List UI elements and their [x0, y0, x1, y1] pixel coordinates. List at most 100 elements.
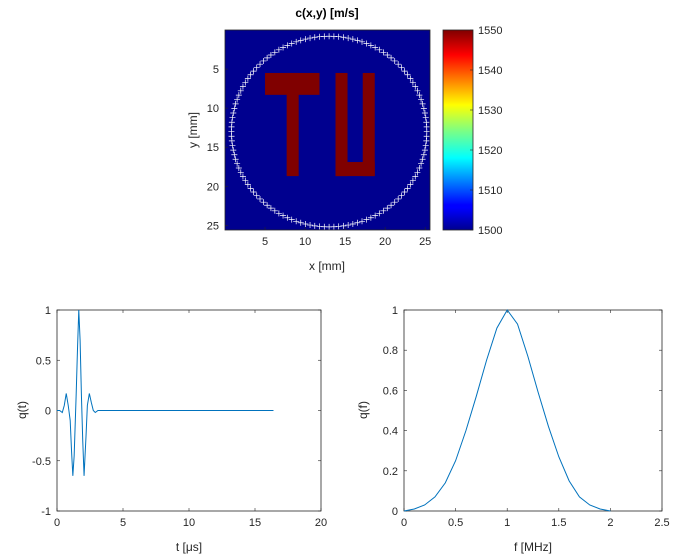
sensor-marker: [242, 79, 249, 86]
colorbar-gradient: [442, 29, 474, 231]
sensor-marker: [423, 133, 430, 140]
colorbar-tick-label: 1500: [478, 225, 502, 237]
sensor-marker: [354, 37, 361, 44]
letter-block: [335, 162, 375, 177]
sensor-marker: [234, 96, 241, 103]
sensor-marker: [359, 38, 366, 45]
sensor-marker: [229, 114, 236, 121]
sensor-marker: [257, 61, 264, 68]
pulse-y-tick-label: -0.5: [32, 456, 51, 468]
heatmap-x-tick-label: 10: [299, 236, 311, 248]
sensor-marker: [297, 37, 304, 44]
sensor-marker: [271, 49, 278, 56]
sensor-marker: [409, 79, 416, 86]
colorbar-tick-label: 1520: [478, 145, 502, 157]
sensor-marker: [335, 33, 342, 40]
sensor-marker: [232, 156, 239, 163]
sensor-marker: [395, 195, 402, 202]
colorbar-tick-label: 1540: [478, 65, 502, 77]
colorbar: 1500 1510 1520 1530 1540 1550: [442, 25, 502, 237]
sensor-marker: [404, 71, 411, 78]
sensor-marker: [239, 173, 246, 180]
sensor-marker: [231, 105, 238, 112]
sensor-marker: [391, 57, 398, 64]
sensor-ring: [228, 33, 430, 230]
spectrum-y-tick-label: 0.6: [383, 385, 398, 397]
sensor-marker: [391, 199, 398, 206]
spectrum-y-tick-label: 0.8: [383, 345, 398, 357]
sensor-marker: [302, 221, 309, 228]
sensor-marker: [376, 210, 383, 217]
sensor-marker: [354, 219, 361, 226]
sensor-marker: [280, 44, 287, 51]
pulse-y-tick-label: 0.5: [36, 355, 51, 367]
sensor-marker: [384, 52, 391, 59]
sensor-marker: [380, 207, 387, 214]
sensor-marker: [407, 181, 414, 188]
sensor-marker: [416, 165, 423, 172]
sensor-marker: [232, 100, 239, 107]
sensor-marker: [288, 216, 295, 223]
letter-block: [362, 72, 375, 177]
sensor-marker: [302, 36, 309, 43]
sensor-marker: [418, 96, 425, 103]
sensor-marker: [340, 222, 347, 229]
sensor-marker: [376, 46, 383, 53]
spectrum-x-tick-label: 1.5: [551, 517, 566, 529]
sensor-marker: [421, 109, 428, 116]
colorbar-tick-label: 1530: [478, 105, 502, 117]
pulse-x-tick-label: 15: [249, 517, 261, 529]
pulse-x-tick-label: 20: [315, 517, 327, 529]
sensor-marker: [247, 71, 254, 78]
heatmap-y-ticks: 5 10 15 20 25: [207, 64, 228, 232]
spectrum-y-tick-label: 0: [392, 506, 398, 518]
heatmap-y-tick-label: 5: [213, 64, 219, 76]
sensor-marker: [253, 64, 260, 71]
sensor-marker: [284, 214, 291, 221]
sensor-marker: [367, 42, 374, 49]
sensor-marker: [253, 192, 260, 199]
sensor-marker: [349, 36, 356, 43]
sensor-marker: [423, 119, 430, 126]
heatmap-title: c(x,y) [m/s]: [295, 6, 358, 20]
heatmap-y-tick-label: 25: [207, 220, 219, 232]
sensor-marker: [297, 219, 304, 226]
letter-block: [335, 72, 348, 177]
spectrum-ticks: 0 0.5 1 1.5 2 2.5 0 0.2 0.4 0.6 0.8 1: [383, 305, 670, 529]
sensor-marker: [228, 137, 235, 144]
heatmap-x-tick-label: 15: [339, 236, 351, 248]
sensor-marker: [307, 35, 314, 42]
sensor-marker: [275, 210, 282, 217]
sensor-marker: [423, 123, 430, 130]
heatmap-x-ticks: 5 10 15 20 25: [262, 227, 431, 248]
pulse-series-line: [57, 309, 274, 476]
heatmap-y-tick-label: 10: [207, 103, 219, 115]
sensor-marker: [414, 87, 421, 94]
sensor-marker: [380, 49, 387, 56]
sensor-marker: [384, 205, 391, 212]
sensor-marker: [418, 160, 425, 167]
sensor-marker: [231, 151, 238, 158]
spectrum-axes: [403, 309, 663, 512]
sensor-marker: [416, 92, 423, 99]
spectrum-x-tick-label: 0: [401, 517, 407, 529]
pulse-y-label: q(t): [15, 401, 29, 419]
pulse-x-tick-label: 0: [54, 517, 60, 529]
spectrum-y-tick-label: 0.2: [383, 466, 398, 478]
sensor-marker: [395, 61, 402, 68]
sensor-marker: [237, 87, 244, 94]
sensor-marker: [419, 156, 426, 163]
sensor-marker: [398, 64, 405, 71]
sensor-marker: [228, 123, 235, 130]
sensor-marker: [264, 54, 271, 61]
sensor-marker: [412, 173, 419, 180]
spectrum-x-tick-label: 1: [504, 517, 510, 529]
pulse-y-tick-label: 1: [45, 305, 51, 317]
sensor-marker: [409, 177, 416, 184]
sensor-marker: [401, 68, 408, 75]
sensor-marker: [423, 137, 430, 144]
sensor-marker: [421, 147, 428, 154]
sensor-marker: [307, 222, 314, 229]
sensor-marker: [228, 119, 235, 126]
heatmap-x-label: x [mm]: [309, 259, 345, 273]
